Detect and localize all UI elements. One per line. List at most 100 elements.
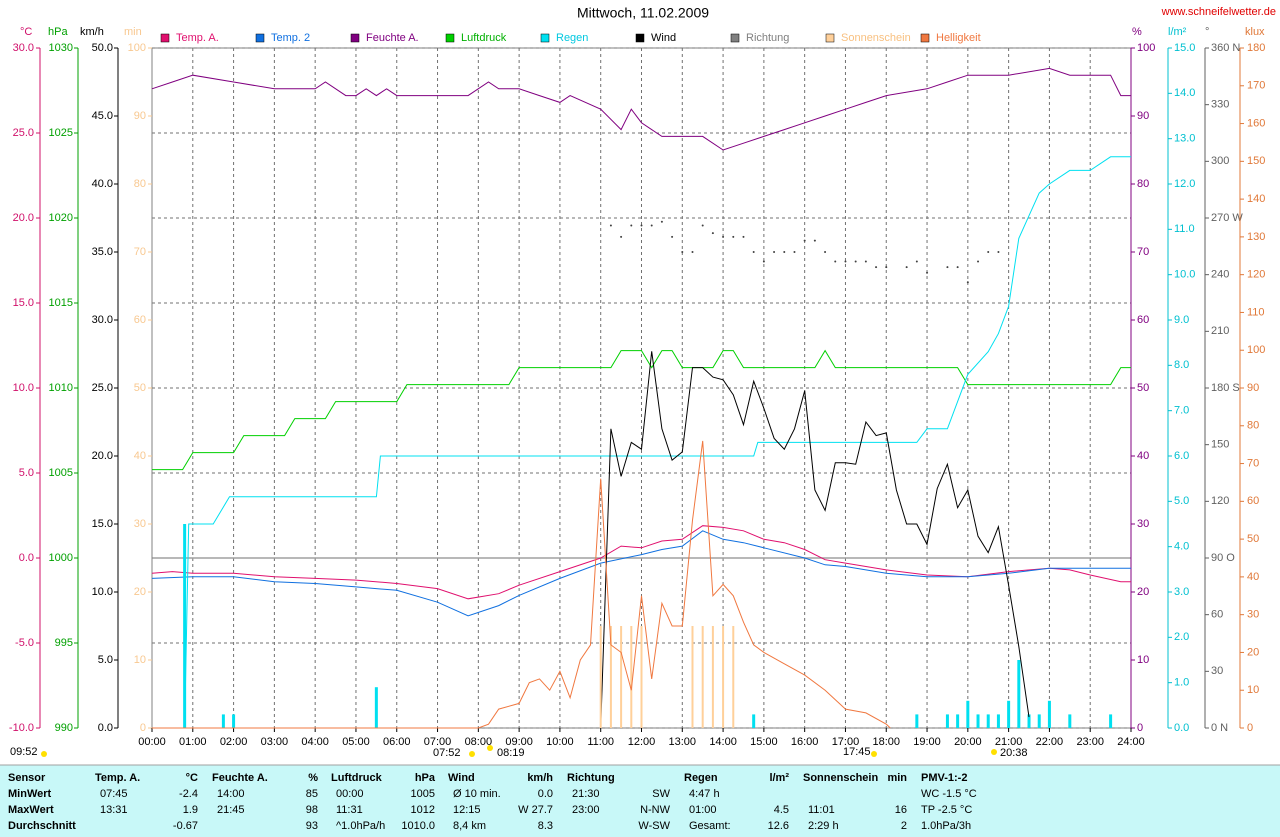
y-tick-label: 30 [1211, 665, 1223, 677]
table-cell: 1005 [411, 788, 435, 800]
direction-dot [722, 235, 725, 238]
chart-title: Mittwoch, 11.02.2009 [577, 5, 709, 21]
direction-dot [650, 224, 653, 227]
series-line [152, 349, 1131, 471]
y-tick-label: 50 [134, 382, 146, 394]
x-tick-label: 11:00 [587, 736, 614, 748]
y-tick-label: 20.0 [92, 450, 113, 462]
table-cell: Ø 10 min. [453, 788, 501, 800]
y-tick-label: 1020 [49, 212, 73, 224]
table-cell: 11:01 [808, 804, 835, 816]
bar [711, 626, 714, 728]
bar [221, 714, 225, 728]
y-tick-label: 45.0 [92, 110, 113, 122]
direction-dot [844, 260, 847, 263]
table-cell: 93 [306, 820, 318, 832]
legend-label: Sonnenschein [841, 32, 911, 44]
bar [232, 714, 236, 728]
direction-dot [742, 235, 745, 238]
y-tick-label: 70 [1137, 246, 1149, 258]
table-cell: 4:47 h [689, 788, 720, 800]
source-url: www.schneifelwetter.de [1161, 6, 1276, 18]
table-cell: 21:45 [217, 804, 245, 816]
bar [599, 626, 602, 728]
direction-dot [977, 260, 980, 263]
x-tick-label: 04:00 [301, 736, 329, 748]
y-tick-label: 330 [1211, 99, 1229, 111]
table-header: Sonnenschein [803, 772, 878, 784]
x-tick-label: 21:00 [995, 736, 1023, 748]
axis-unit: °C [20, 26, 32, 38]
legend-label: Helligkeit [936, 32, 981, 44]
y-tick-label: 360 N [1211, 42, 1240, 54]
table-cell: 8.3 [538, 820, 553, 832]
direction-dot [660, 220, 663, 223]
y-tick-label: 30.0 [13, 42, 34, 54]
direction-dot [783, 251, 786, 253]
direction-dot [905, 266, 908, 269]
x-tick-label: 10:00 [546, 736, 574, 748]
direction-dot [773, 251, 776, 253]
x-tick-label: 22:00 [1036, 736, 1064, 748]
y-tick-label: 15.0 [1174, 42, 1195, 54]
table-unit: °C [186, 772, 198, 784]
y-tick-label: 140 [1247, 193, 1265, 205]
y-tick-label: 11.0 [1174, 223, 1195, 235]
y-tick-label: 15.0 [92, 518, 113, 530]
direction-dot [854, 260, 857, 263]
series-line [151, 530, 1131, 617]
y-tick-label: -5.0 [15, 637, 34, 649]
table-cell: 1.0hPa/3h [921, 820, 971, 832]
bar [183, 524, 187, 728]
y-tick-label: 14.0 [1174, 87, 1195, 99]
direction-dot [762, 260, 765, 263]
bar [630, 626, 633, 728]
legend-label: Wind [651, 32, 676, 44]
x-tick-label: 02:00 [220, 736, 248, 748]
axis-unit: l/m² [1168, 26, 1187, 38]
y-tick-label: 35.0 [92, 246, 113, 258]
table-unit: l/m² [769, 772, 789, 784]
y-tick-label: 10.0 [1174, 269, 1195, 281]
y-tick-label: 170 [1247, 80, 1265, 92]
table-cell: 0.0 [538, 788, 553, 800]
direction-dot [875, 266, 878, 269]
y-tick-label: 1005 [49, 467, 73, 479]
table-cell: Gesamt: [689, 820, 731, 832]
y-tick-label: 25.0 [92, 382, 113, 394]
y-tick-label: 70 [1247, 457, 1259, 469]
y-tick-label: 13.0 [1174, 133, 1195, 145]
y-tick-label: 30 [1247, 609, 1259, 621]
y-tick-label: 1.0 [1174, 677, 1189, 689]
y-tick-label: 70 [134, 246, 146, 258]
table-cell: 1010.0 [401, 820, 435, 832]
axis-unit: klux [1245, 26, 1265, 38]
axis-unit: ° [1205, 26, 1209, 38]
legend-label: Richtung [746, 32, 789, 44]
legend-swatch [635, 33, 645, 43]
table-cell: 16 [895, 804, 907, 816]
y-tick-label: 90 [134, 110, 146, 122]
axis-unit: hPa [48, 26, 68, 38]
sun-time: 09:52 [10, 746, 38, 758]
bar [1027, 714, 1031, 728]
bar [1047, 700, 1051, 728]
y-tick-label: 0 N [1211, 722, 1228, 734]
bar [915, 714, 919, 728]
y-tick-label: 50 [1137, 382, 1149, 394]
table-cell: 07:45 [100, 788, 128, 800]
series-line [151, 67, 1131, 151]
table-cell: 13:31 [100, 804, 128, 816]
table-cell: 12.6 [768, 820, 789, 832]
y-tick-label: 60 [1137, 314, 1149, 326]
legend-label: Temp. A. [176, 32, 219, 44]
bar [966, 700, 970, 728]
y-tick-label: 9.0 [1174, 314, 1189, 326]
direction-dot [681, 251, 684, 253]
table-cell: WC -1.5 °C [921, 788, 977, 800]
direction-dot [864, 260, 867, 263]
bar [1068, 714, 1072, 728]
y-tick-label: 20 [1137, 586, 1149, 598]
